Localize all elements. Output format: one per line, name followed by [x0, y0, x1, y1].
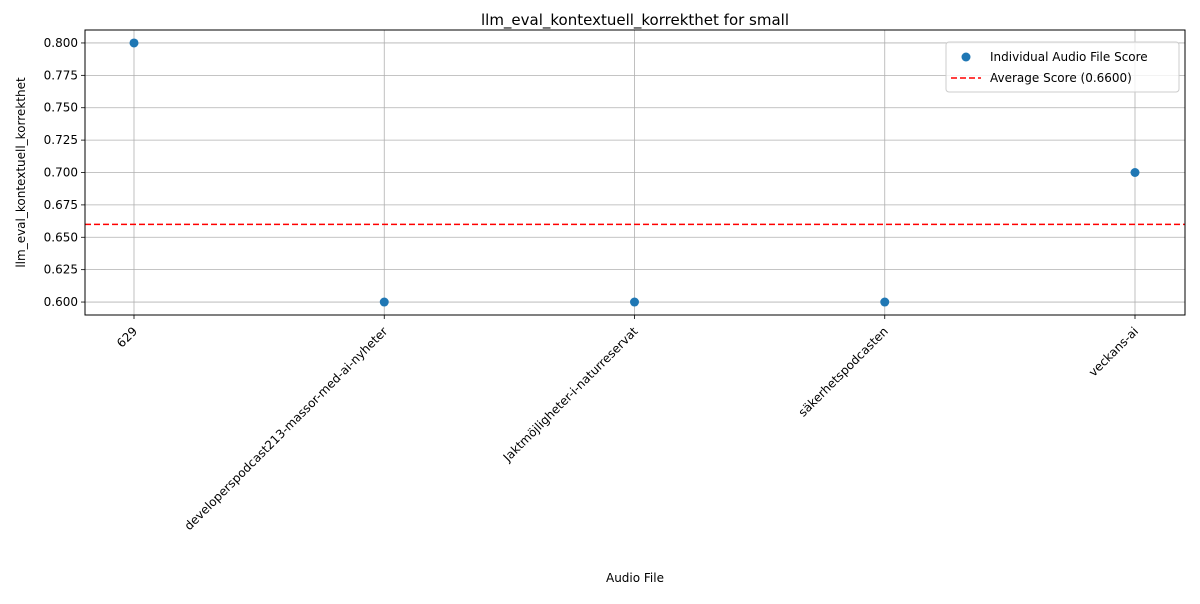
- legend-label-scatter: Individual Audio File Score: [990, 50, 1148, 64]
- legend-label-average: Average Score (0.6600): [990, 71, 1132, 85]
- legend: Individual Audio File Score Average Scor…: [945, 41, 1180, 93]
- data-point: [129, 38, 139, 48]
- y-tick-label: 0.650: [44, 230, 78, 244]
- x-tick-label: 629: [114, 324, 140, 350]
- x-tick-label: Jaktmöjligheter-i-naturreservat: [500, 324, 641, 465]
- data-point: [379, 297, 389, 307]
- data-point: [1130, 168, 1140, 177]
- x-axis-label: Audio File: [606, 571, 664, 585]
- x-tick-label: veckans-ai: [1086, 324, 1141, 379]
- x-tick-label: developerspodcast213-massor-med-ai-nyhet…: [182, 324, 391, 533]
- legend-marker-scatter: [961, 52, 971, 62]
- y-tick-label: 0.625: [44, 263, 78, 277]
- y-axis: 0.600 0.625 0.650 0.675 0.700 0.725 0.750 0.775…: [44, 36, 85, 309]
- points-layer: [129, 38, 1140, 307]
- y-tick-label: 0.800: [44, 36, 78, 50]
- chart-title: llm_eval_kontextuell_korrekthet for smal…: [481, 11, 789, 30]
- y-axis-label: llm_eval_kontextuell_korrekthet: [14, 77, 28, 268]
- data-point: [880, 297, 890, 307]
- data-point: [630, 297, 639, 307]
- legend-frame: [945, 41, 1180, 93]
- y-tick-label: 0.700: [44, 166, 78, 180]
- x-axis: 629 developerspodcast213-massor-med-ai-ny…: [114, 315, 1141, 533]
- x-tick-label: säkerhetspodcasten: [796, 324, 891, 419]
- y-tick-label: 0.750: [44, 101, 78, 115]
- y-tick-label: 0.775: [44, 68, 78, 82]
- y-tick-label: 0.600: [44, 295, 78, 309]
- y-tick-label: 0.725: [44, 133, 78, 147]
- y-tick-label: 0.675: [44, 198, 78, 212]
